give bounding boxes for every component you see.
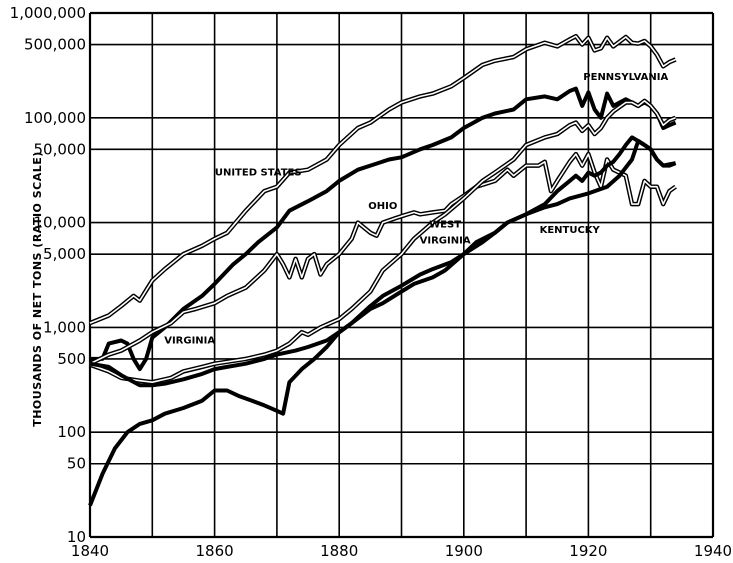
y-tick-labels: 10 50 100 500 1,000 5,000 10,000 50,000 100,000 5… [10,4,86,546]
series-lines [88,33,677,507]
y-tick-label: 10 [67,528,86,546]
y-axis-label: THOUSANDS OF NET TONS (RATIO SCALE) [31,151,44,427]
y-tick-label: 1,000,000 [10,4,86,22]
series-line [88,135,676,507]
y-tick-label: 100 [57,423,86,441]
y-tick-label: 500 [57,350,86,368]
series-virginia [89,139,677,388]
series-line-inner [89,100,676,383]
x-tick-label: 1860 [196,542,234,560]
series-pennsylvania [90,86,677,372]
series-label: VIRGINIA [420,236,471,247]
series-line-inner [89,153,677,365]
series-label: KENTUCKY [540,225,601,236]
x-tick-label: 1900 [445,542,483,560]
series-label: VIRGINIA [164,336,215,347]
y-tick-label: 50 [67,455,86,473]
x-tick-label: 1920 [569,542,607,560]
series-label: WEST [429,219,461,230]
y-tick-label: 10,000 [34,214,87,232]
y-tick-label: 1,000 [43,318,86,336]
y-tick-label: 5,000 [43,245,86,263]
series-united-states [89,33,677,326]
series-line-inner [89,35,676,324]
y-tick-label: 100,000 [24,109,86,127]
series-line [90,86,677,372]
series-kentucky [88,135,676,507]
series-ohio [89,151,677,366]
series-west-virginia [89,98,677,385]
series-label: UNITED STATES [215,168,302,179]
grid [88,11,715,539]
x-tick-label: 1880 [320,542,358,560]
x-tick-label: 1840 [71,542,109,560]
series-line [89,139,677,388]
x-tick-labels: 1840 1860 1880 1900 1920 1940 [71,542,732,560]
series-labels: UNITED STATES PENNSYLVANIA OHIO WEST VIRGINI… [164,72,668,347]
series-label: PENNSYLVANIA [583,72,668,83]
y-tick-label: 50,000 [34,140,87,158]
series-label: OHIO [368,201,397,212]
x-tick-label: 1940 [694,542,732,560]
y-tick-label: 500,000 [24,36,86,54]
